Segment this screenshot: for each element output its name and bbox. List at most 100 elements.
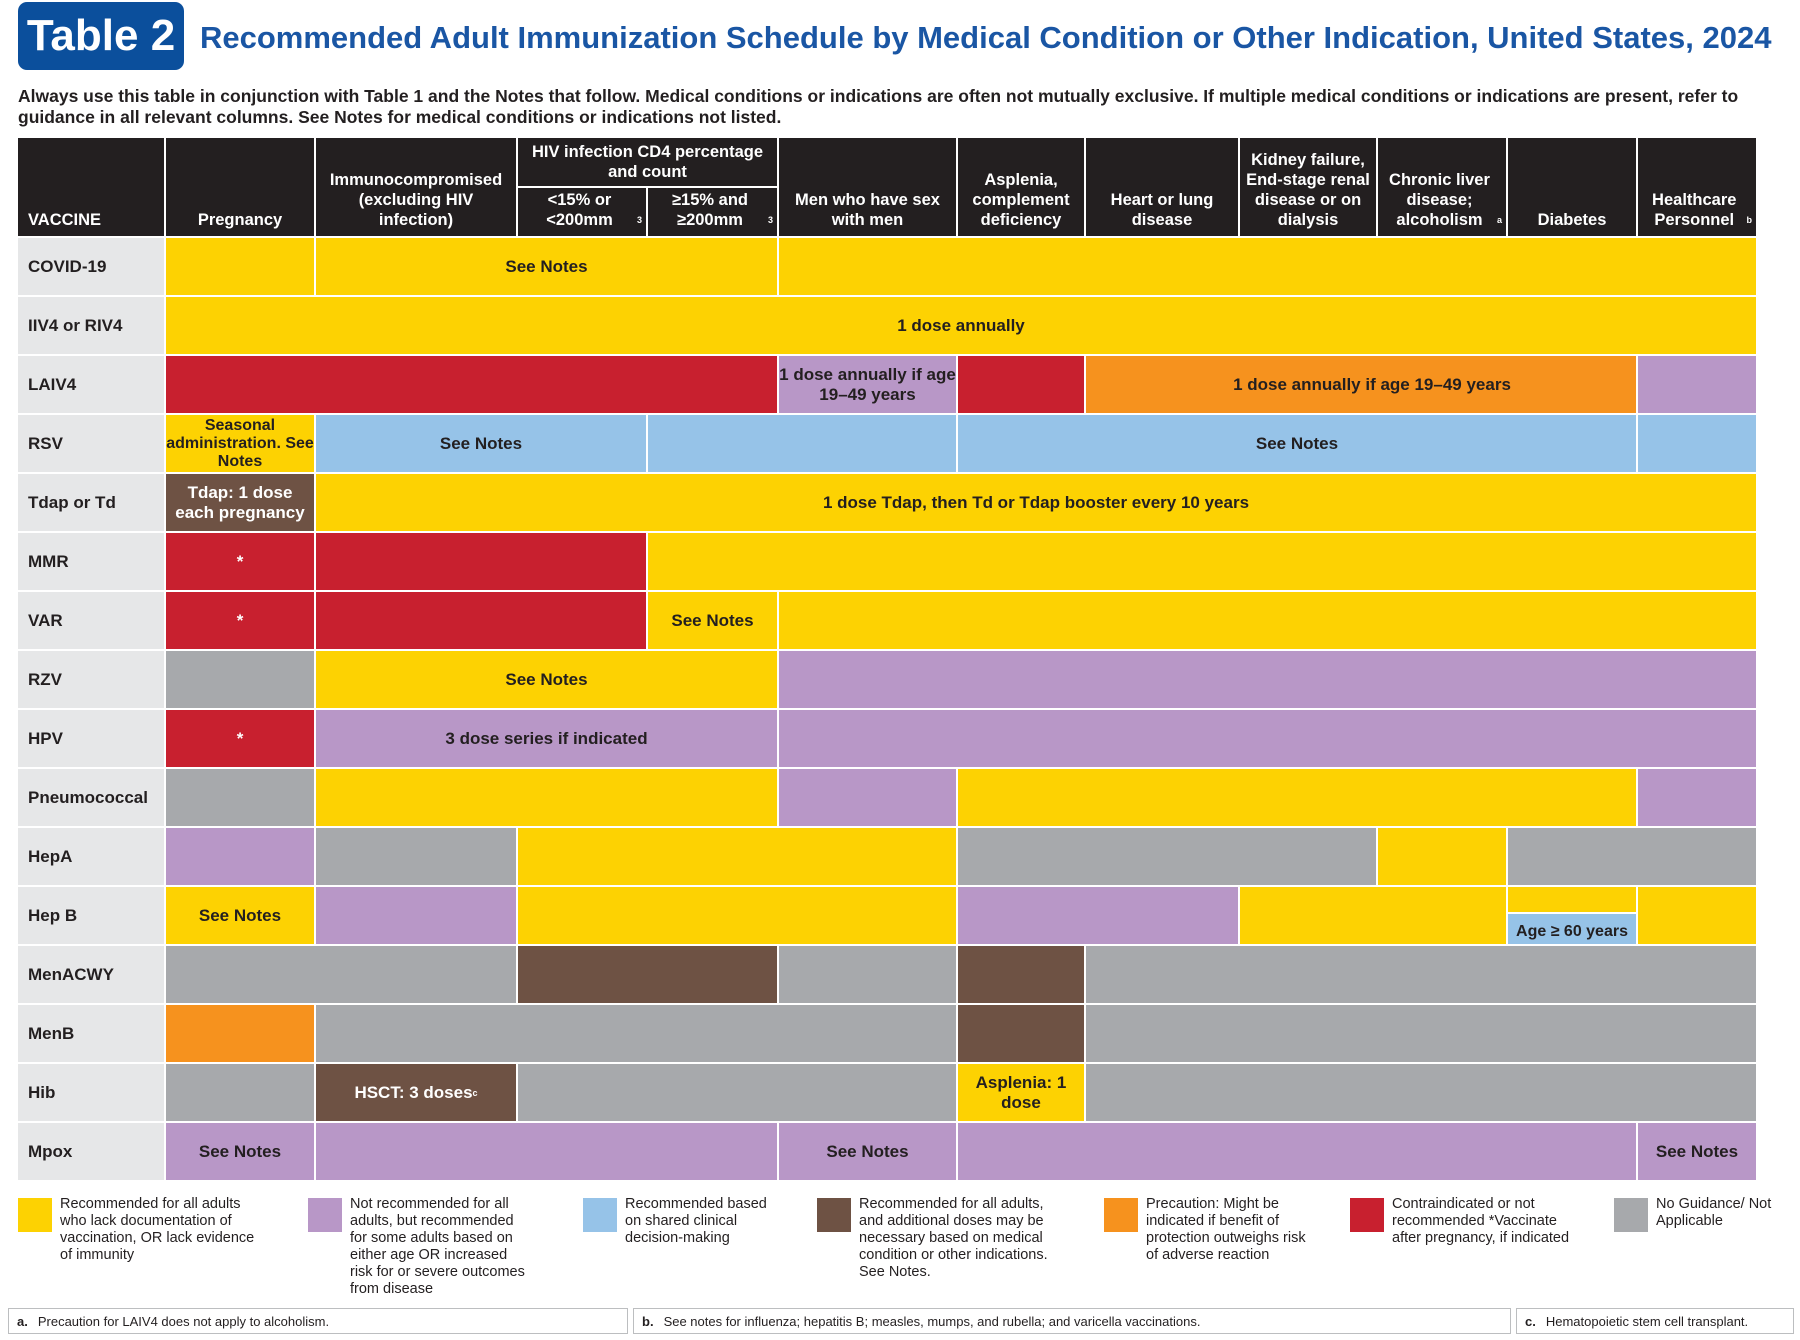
schedule-cell <box>518 887 956 944</box>
schedule-cell: See Notes <box>316 415 646 472</box>
column-header-msm: Men who have sex with men <box>779 138 956 236</box>
schedule-cell <box>958 828 1376 885</box>
footnote-label: a. <box>17 1313 28 1329</box>
schedule-cell <box>166 356 777 413</box>
column-header-hcp: Healthcare Personnel b <box>1638 138 1756 236</box>
schedule-cell <box>166 1064 314 1121</box>
legend-label: Contraindicated or not recommended *Vacc… <box>1392 1196 1570 1246</box>
schedule-cell: * <box>166 533 314 590</box>
schedule-cell: 1 dose annually <box>166 297 1756 354</box>
column-header-vaccine: VACCINE <box>18 138 164 236</box>
schedule-cell: See Notes <box>1638 1123 1756 1180</box>
footnote: b. See notes for influenza; hepatitis B; … <box>633 1308 1511 1334</box>
schedule-cell: 3 dose series if indicated <box>316 710 777 767</box>
schedule-cell: See Notes <box>958 415 1636 472</box>
column-header-diabetes: Diabetes <box>1508 138 1636 236</box>
schedule-cell <box>958 887 1238 944</box>
page-title: Recommended Adult Immunization Schedule … <box>200 20 1772 55</box>
row-label: RZV <box>18 651 164 708</box>
legend-label: Not recommended for all adults, but reco… <box>350 1196 525 1297</box>
footnote-text: Hematopoietic stem cell transplant. <box>1545 1313 1749 1329</box>
row-label: RSV <box>18 415 164 472</box>
legend-swatch <box>1614 1198 1648 1232</box>
schedule-cell <box>958 769 1636 826</box>
legend-swatch <box>18 1198 52 1232</box>
superscript: 3 <box>767 215 773 225</box>
schedule-cell <box>316 769 777 826</box>
schedule-cell <box>779 946 956 1003</box>
schedule-cell <box>1638 356 1756 413</box>
schedule-cell: Tdap: 1 dose each pregnancy <box>166 474 314 531</box>
schedule-cell: 1 dose Tdap, then Td or Tdap booster eve… <box>316 474 1756 531</box>
schedule-cell <box>648 533 1756 590</box>
superscript: a <box>1496 215 1502 225</box>
column-header-liver: Chronic liver disease; alcoholism a <box>1378 138 1506 236</box>
legend-swatch <box>308 1198 342 1232</box>
schedule-cell <box>518 1064 956 1121</box>
row-label: MenB <box>18 1005 164 1062</box>
footnote-label: c. <box>1525 1313 1536 1329</box>
schedule-cell <box>316 887 516 944</box>
schedule-cell <box>958 1005 1084 1062</box>
row-label: HepA <box>18 828 164 885</box>
footnote-text: See notes for influenza; hepatitis B; me… <box>663 1313 1201 1329</box>
schedule-cell <box>779 592 1756 649</box>
schedule-cell: See Notes <box>648 592 777 649</box>
schedule-cell <box>1086 1005 1756 1062</box>
legend-label: Precaution: Might be indicated if benefi… <box>1146 1196 1306 1263</box>
schedule-cell <box>1638 887 1756 944</box>
legend-swatch <box>817 1198 851 1232</box>
superscript: c <box>472 1087 478 1098</box>
row-label: Pneumococcal <box>18 769 164 826</box>
schedule-cell: 1 dose annually if age 19–49 years <box>779 356 956 413</box>
schedule-cell <box>166 1005 314 1062</box>
schedule-cell <box>648 415 956 472</box>
schedule-cell <box>316 1123 777 1180</box>
row-label: Tdap or Td <box>18 474 164 531</box>
schedule-cell <box>518 828 956 885</box>
schedule-cell <box>1638 415 1756 472</box>
intro-text: Always use this table in conjunction wit… <box>18 86 1739 127</box>
schedule-cell <box>1378 828 1506 885</box>
schedule-cell: * <box>166 592 314 649</box>
superscript: b <box>1746 215 1753 225</box>
footnote: a. Precaution for LAIV4 does not apply to… <box>8 1308 628 1334</box>
legend-swatch <box>1350 1198 1384 1232</box>
schedule-cell <box>779 769 956 826</box>
schedule-cell <box>1086 1064 1756 1121</box>
column-header-kidney: Kidney failure, End-stage renal disease … <box>1240 138 1376 236</box>
schedule-cell <box>1508 887 1636 912</box>
row-label: VAR <box>18 592 164 649</box>
schedule-cell: See Notes <box>166 1123 314 1180</box>
schedule-cell <box>958 1123 1636 1180</box>
row-label: COVID-19 <box>18 238 164 295</box>
column-header-hiv-high: ≥15% and ≥200mm 3 <box>648 188 777 236</box>
schedule-cell <box>958 356 1084 413</box>
footnote-label: b. <box>642 1313 654 1329</box>
schedule-cell <box>316 828 516 885</box>
legend-swatch <box>583 1198 617 1232</box>
superscript: 3 <box>636 215 642 225</box>
schedule-cell <box>779 710 1756 767</box>
row-label: LAIV4 <box>18 356 164 413</box>
row-label: HPV <box>18 710 164 767</box>
schedule-cell: * <box>166 710 314 767</box>
row-label: Hep B <box>18 887 164 944</box>
schedule-cell <box>166 238 314 295</box>
schedule-cell: Age ≥ 60 years <box>1508 914 1636 944</box>
row-label: MenACWY <box>18 946 164 1003</box>
legend-label: Recommended based on shared clinical dec… <box>625 1196 767 1246</box>
schedule-cell <box>779 651 1756 708</box>
column-header-asplenia: Asplenia, complement deficiency <box>958 138 1084 236</box>
row-label: MMR <box>18 533 164 590</box>
schedule-cell <box>166 828 314 885</box>
schedule-cell <box>958 946 1084 1003</box>
legend-label: No Guidance/ Not Applicable <box>1656 1196 1772 1229</box>
footnote-text: Precaution for LAIV4 does not apply to a… <box>37 1313 330 1329</box>
column-header-hiv-group: HIV infection CD4 percentage and count <box>518 138 777 186</box>
row-label: Hib <box>18 1064 164 1121</box>
schedule-cell <box>316 1005 956 1062</box>
schedule-cell <box>1240 887 1506 944</box>
column-header-heart-lung: Heart or lung disease <box>1086 138 1238 236</box>
schedule-cell <box>1638 769 1756 826</box>
